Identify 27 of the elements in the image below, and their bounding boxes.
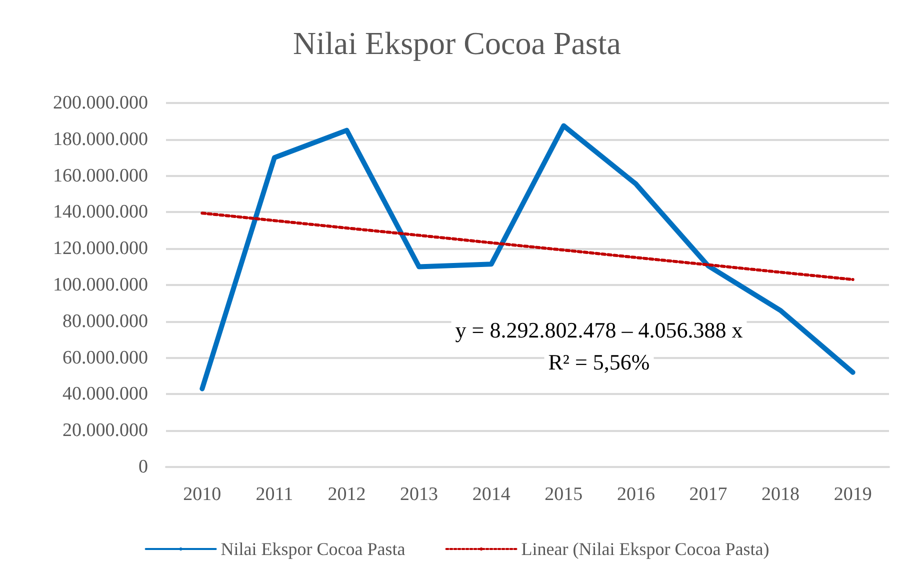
y-tick-label: 160.000.000 bbox=[53, 165, 148, 186]
y-tick-label: 180.000.000 bbox=[53, 128, 148, 150]
chart-title: Nilai Ekspor Cocoa Pasta bbox=[293, 25, 621, 61]
line-series bbox=[200, 212, 854, 282]
y-tick-label: 80.000.000 bbox=[62, 310, 148, 332]
x-tick-label: 2010 bbox=[183, 484, 222, 505]
x-tick-label: 2015 bbox=[544, 484, 583, 505]
y-tick-label: 60.000.000 bbox=[62, 347, 148, 368]
x-tick-label: 2012 bbox=[328, 484, 366, 505]
legend-label: Nilai Ekspor Cocoa Pasta bbox=[220, 539, 406, 559]
y-tick-label: 140.000.000 bbox=[53, 202, 148, 223]
annotation: y = 8.292.802.478 – 4.056.388 x bbox=[455, 318, 743, 342]
x-tick-label: 2011 bbox=[256, 484, 294, 505]
y-tick-label: 200.000.000 bbox=[53, 92, 148, 114]
annotation: R² = 5,56% bbox=[548, 350, 650, 374]
x-tick-label: 2018 bbox=[762, 484, 800, 505]
x-tick-label: 2014 bbox=[472, 484, 511, 505]
y-tick-label: 100.000.000 bbox=[53, 274, 148, 296]
y-tick-label: 120.000.000 bbox=[53, 238, 148, 260]
x-tick-label: 2019 bbox=[834, 484, 872, 505]
x-tick-label: 2013 bbox=[400, 484, 438, 505]
y-tick-label: 0 bbox=[138, 456, 148, 478]
y-tick-label: 20.000.000 bbox=[62, 420, 148, 442]
y-tick-label: 40.000.000 bbox=[62, 384, 148, 405]
x-tick-label: 2017 bbox=[689, 484, 728, 505]
x-tick-label: 2016 bbox=[616, 484, 655, 505]
legend-label: Linear (Nilai Ekspor Cocoa Pasta) bbox=[521, 539, 770, 559]
